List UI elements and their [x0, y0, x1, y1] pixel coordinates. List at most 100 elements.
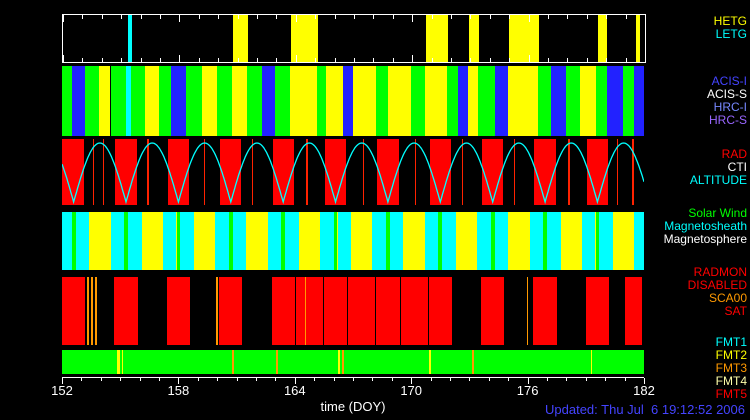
frame-tick — [451, 15, 452, 19]
label-altitude: ALTITUDE — [689, 173, 747, 187]
frame-tick — [295, 15, 297, 22]
segment-instruments — [538, 66, 551, 136]
segment-regions — [110, 212, 125, 270]
frame-tick — [586, 58, 588, 62]
segment-regions — [337, 212, 352, 270]
frame-tick — [257, 58, 258, 62]
segment-radiation — [62, 139, 85, 205]
frame-tick — [470, 15, 472, 19]
segment-fmt — [342, 350, 344, 374]
segment-instruments — [478, 66, 495, 136]
frame-tick — [101, 58, 103, 62]
axis-tick — [624, 378, 626, 381]
segment-fmt — [276, 350, 278, 374]
labels-radiation: RAD CTI ALTITUDE — [690, 148, 747, 187]
segment-instruments — [411, 66, 425, 136]
axis-tick — [391, 378, 393, 381]
segment-regions — [547, 212, 561, 270]
segment-regions — [494, 212, 509, 270]
axis-tick-label: 164 — [283, 383, 306, 398]
labels-radmon: RADMON DISABLED SCA00 SAT — [688, 266, 747, 318]
segment-radmon — [166, 277, 191, 345]
segment-regions — [333, 212, 338, 270]
frame-tick — [160, 15, 161, 19]
axis-tick — [372, 378, 374, 381]
axis-tick-label: 152 — [51, 383, 73, 398]
frame-tick — [567, 58, 569, 62]
frame-tick — [528, 55, 530, 62]
segment-instruments — [62, 66, 72, 136]
segment-fmt — [428, 350, 431, 374]
segment-radiation — [324, 139, 347, 205]
segment-gratings — [469, 15, 480, 62]
axis-tick — [217, 378, 219, 381]
frame-tick — [121, 58, 123, 62]
segment-regions — [581, 212, 596, 270]
frame-tick — [645, 55, 646, 62]
frame-tick — [548, 15, 549, 19]
frame-tick — [276, 15, 278, 19]
segment-instruments — [468, 66, 479, 136]
segment-regions — [372, 212, 386, 270]
segment-instruments — [566, 66, 580, 136]
segment-radmon — [323, 277, 348, 345]
frame-tick — [140, 15, 142, 19]
label-sca00: SCA00 — [708, 291, 747, 305]
segment-fmt — [338, 350, 341, 374]
labels-fmt: FMT1 FMT2 FMT3 FMT4 FMT5 — [716, 336, 747, 401]
segment-instruments — [170, 66, 187, 136]
segment-radiation — [377, 139, 399, 205]
axis-line — [62, 377, 644, 378]
label-cti: CTI — [727, 160, 747, 174]
band-instruments — [62, 66, 644, 136]
segment-radiation — [93, 139, 95, 205]
axis-tick — [411, 378, 413, 384]
segment-regions — [599, 212, 613, 270]
segment-instruments — [550, 66, 567, 136]
segment-regions — [490, 212, 495, 270]
segment-regions — [543, 212, 547, 270]
segment-radmon — [624, 277, 643, 345]
segment-radiation — [147, 139, 149, 205]
axis-tick — [566, 378, 568, 381]
segment-radmon — [91, 277, 93, 345]
frame-tick — [392, 15, 394, 19]
frame-tick — [509, 15, 511, 19]
segment-instruments — [376, 66, 388, 136]
segment-gratings — [636, 15, 641, 62]
segment-regions — [128, 212, 142, 270]
segment-instruments — [71, 66, 86, 136]
segment-instruments — [85, 66, 99, 136]
segment-regions — [424, 212, 439, 270]
segment-radiation — [482, 139, 504, 205]
frame-tick — [373, 15, 375, 19]
segment-regions — [228, 212, 233, 270]
segment-radmon — [95, 277, 97, 345]
segment-radmon — [295, 277, 323, 345]
axis-tick — [256, 378, 257, 381]
frame-tick — [198, 58, 200, 62]
frame-tick — [645, 15, 646, 22]
segment-regions — [386, 212, 390, 270]
frame-tick — [179, 15, 181, 22]
frame-tick — [548, 58, 549, 62]
frame-tick — [606, 58, 608, 62]
segment-instruments — [130, 66, 146, 136]
axis-tick-label: 182 — [633, 383, 655, 398]
frame-tick — [276, 58, 278, 62]
segment-regions — [215, 212, 229, 270]
frame-tick — [101, 15, 103, 19]
altitude-curve — [62, 142, 644, 205]
frame-tick — [82, 58, 84, 62]
segment-instruments — [424, 66, 448, 136]
axis-tick — [178, 378, 180, 384]
segment-gratings — [290, 15, 319, 62]
frame-tick — [412, 55, 414, 62]
axis-tick — [139, 378, 141, 381]
labels-gratings: HETG LETG — [714, 15, 747, 41]
segment-instruments — [126, 66, 131, 136]
segment-radiation — [534, 139, 556, 205]
axis-tick — [469, 378, 471, 381]
segment-instruments — [145, 66, 159, 136]
segment-regions — [529, 212, 544, 270]
